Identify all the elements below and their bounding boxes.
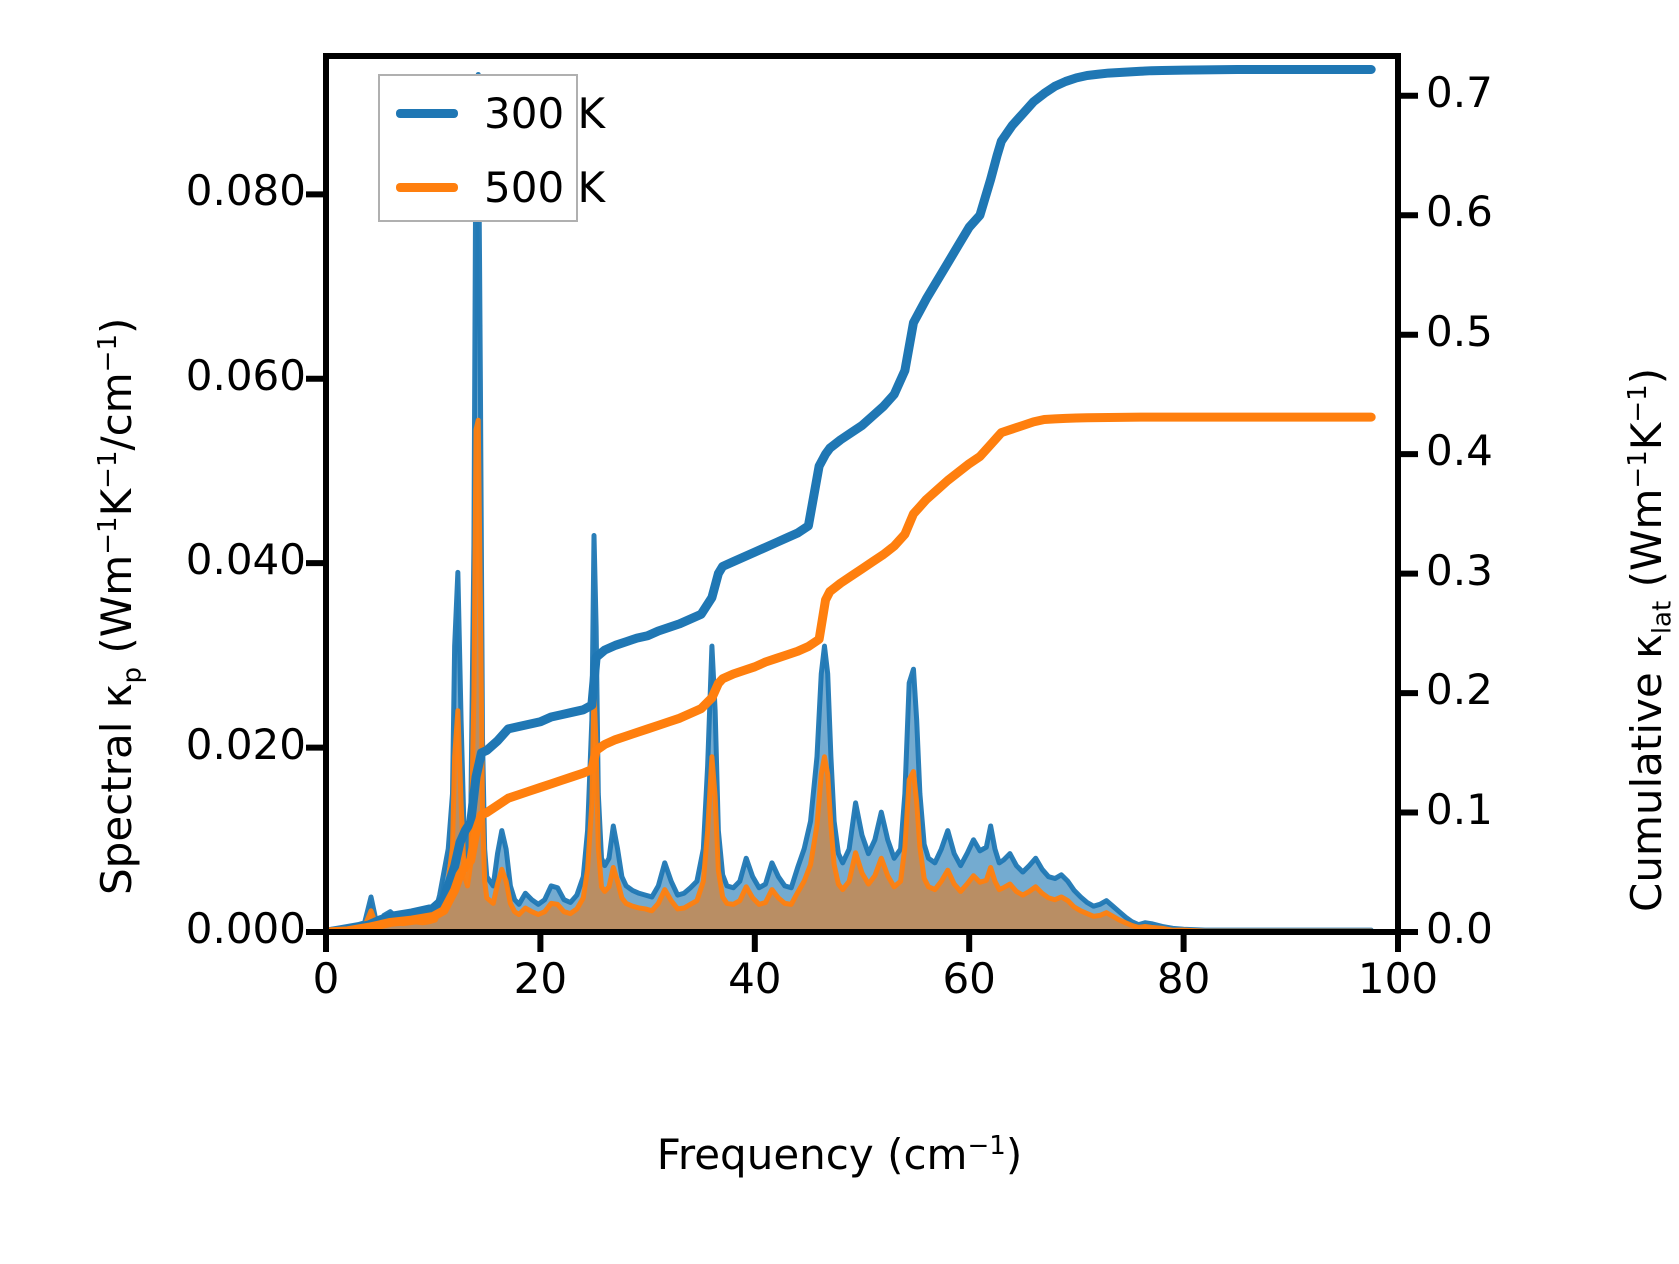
y-right-tick-label-5: 0.5 [1426, 306, 1493, 356]
legend-item-300k[interactable]: 300 K [380, 76, 605, 150]
y-right-tick-label-6: 0.6 [1426, 187, 1493, 237]
y-right-tick-label-2: 0.2 [1426, 665, 1493, 715]
y-left-title-text: Spectral κp (Wm−1K−1/cm−1) [92, 317, 148, 895]
y-left-tick-label-0: 0.000 [185, 904, 306, 953]
x-tick-label-3: 60 [942, 954, 996, 1003]
y-axis-left-title: Spectral κp (Wm−1K−1/cm−1) [92, 318, 147, 895]
y-right-tick-label-4: 0.4 [1426, 426, 1493, 476]
legend-label-500k: 500 K [484, 162, 606, 212]
legend-swatch-500k [396, 182, 458, 192]
y-right-tick-label-0: 0.0 [1426, 904, 1493, 953]
x-tick-label-4: 80 [1156, 954, 1211, 1003]
x-axis-title: Frequency (cm−1) [0, 1130, 1679, 1179]
y-left-tick-label-4: 0.080 [185, 166, 306, 216]
legend-box[interactable]: 300 K 500 K [378, 74, 605, 224]
y-left-tick-label-3: 0.060 [185, 350, 306, 400]
x-tick-label-1: 20 [513, 954, 568, 1003]
y-left-tick-label-2: 0.040 [185, 535, 306, 585]
x-tick-label-5: 100 [1357, 954, 1439, 1003]
legend-item-500k[interactable]: 500 K [380, 150, 605, 224]
x-title-text: Frequency (cm−1) [656, 1130, 1023, 1179]
legend-swatch-300k [396, 108, 458, 118]
y-right-title-text: Cumulative κlat (Wm−1K−1) [1622, 367, 1678, 912]
x-tick-label-0: 0 [312, 954, 340, 1003]
legend-label-300k: 300 K [484, 88, 606, 138]
y-right-tick-label-3: 0.3 [1426, 545, 1493, 595]
y-right-tick-label-1: 0.1 [1426, 784, 1493, 834]
y-axis-right-title: Cumulative κlat (Wm−1K−1) [1622, 368, 1677, 912]
x-tick-label-2: 40 [728, 954, 782, 1003]
y-left-tick-label-1: 0.020 [185, 719, 306, 769]
y-right-tick-label-7: 0.7 [1426, 67, 1493, 117]
